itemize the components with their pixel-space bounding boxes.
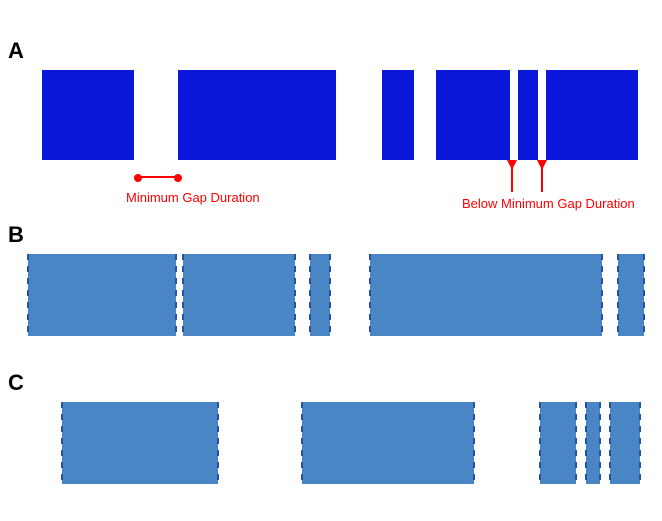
activity-block <box>618 254 644 336</box>
timeline-track <box>0 402 662 484</box>
row-label: B <box>8 222 24 248</box>
row-label: C <box>8 370 24 396</box>
annotation-label: Below Minimum Gap Duration <box>462 196 635 211</box>
arrow-line <box>541 168 543 192</box>
block-dashed-edge <box>643 254 645 336</box>
block-dashed-edge <box>182 254 184 336</box>
annotation-label: Minimum Gap Duration <box>126 190 260 205</box>
timeline-track <box>0 254 662 336</box>
arrow-head-icon <box>507 160 517 170</box>
block-dashed-edge <box>61 402 63 484</box>
block-dashed-edge <box>217 402 219 484</box>
block-dashed-edge <box>27 254 29 336</box>
block-dashed-edge <box>329 254 331 336</box>
block-dashed-edge <box>599 402 601 484</box>
activity-block <box>436 70 510 160</box>
block-dashed-edge <box>609 402 611 484</box>
block-dashed-edge <box>369 254 371 336</box>
block-dashed-edge <box>575 402 577 484</box>
block-dashed-edge <box>309 254 311 336</box>
activity-block <box>62 402 218 484</box>
activity-block <box>370 254 602 336</box>
activity-block <box>610 402 640 484</box>
timeline-track <box>0 70 662 160</box>
activity-block <box>310 254 330 336</box>
activity-block <box>183 254 295 336</box>
block-dashed-edge <box>294 254 296 336</box>
activity-block <box>518 70 538 160</box>
activity-block <box>586 402 600 484</box>
activity-block <box>28 254 176 336</box>
block-dashed-edge <box>473 402 475 484</box>
activity-block <box>42 70 134 160</box>
block-dashed-edge <box>585 402 587 484</box>
row-label: A <box>8 38 24 64</box>
activity-block <box>546 70 638 160</box>
block-dashed-edge <box>617 254 619 336</box>
block-dashed-edge <box>601 254 603 336</box>
gap-bracket <box>138 176 178 178</box>
block-dashed-edge <box>539 402 541 484</box>
block-dashed-edge <box>639 402 641 484</box>
block-dashed-edge <box>175 254 177 336</box>
activity-block <box>382 70 414 160</box>
block-dashed-edge <box>301 402 303 484</box>
activity-block <box>302 402 474 484</box>
arrow-line <box>511 168 513 192</box>
activity-block <box>540 402 576 484</box>
arrow-head-icon <box>537 160 547 170</box>
activity-block <box>178 70 336 160</box>
